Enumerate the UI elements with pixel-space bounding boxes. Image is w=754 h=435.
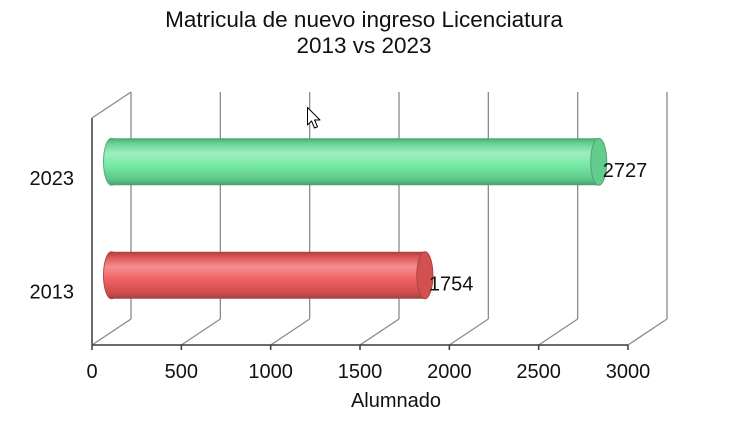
floor-gridline [627,318,668,346]
x-tick-label: 1500 [338,361,383,383]
x-tick-label: 3000 [606,361,651,383]
floor-gridline [538,318,579,346]
bar-2013 [103,251,434,300]
chart-labels: 0 500 1000 1500 2000 2500 3000 2023 2727 2013 1754 [30,160,651,383]
floor-gridline [91,318,132,346]
category-label: 2013 [30,281,75,303]
mouse-pointer-icon [307,107,321,129]
chart-grid [91,91,668,350]
x-tick-label: 1000 [248,361,293,383]
data-label: 1754 [429,273,474,295]
x-tick-label: 0 [86,361,97,383]
bar-end-cap [416,251,434,300]
x-tick-label: 500 [165,361,198,383]
floor-gridline [359,318,400,346]
bar-body [111,138,599,186]
category-label: 2023 [30,168,75,190]
floor-gridline [270,318,311,346]
left-wall-top-edge [91,91,132,119]
x-tick-label: 2500 [516,361,561,383]
chart-subtitle: 2013 vs 2023 [296,33,431,58]
x-tick-label: 2000 [427,361,472,383]
chart-title: Matricula de nuevo ingreso Licenciatura [165,7,563,32]
floor-gridline [180,318,221,346]
x-axis-label: Alumnado [351,390,441,412]
bar-end-cap [590,137,608,186]
bar-body [111,251,425,299]
data-label: 2727 [603,160,648,182]
bar-series [103,137,608,300]
bar-2023 [103,137,608,186]
floor-gridline [448,318,489,346]
